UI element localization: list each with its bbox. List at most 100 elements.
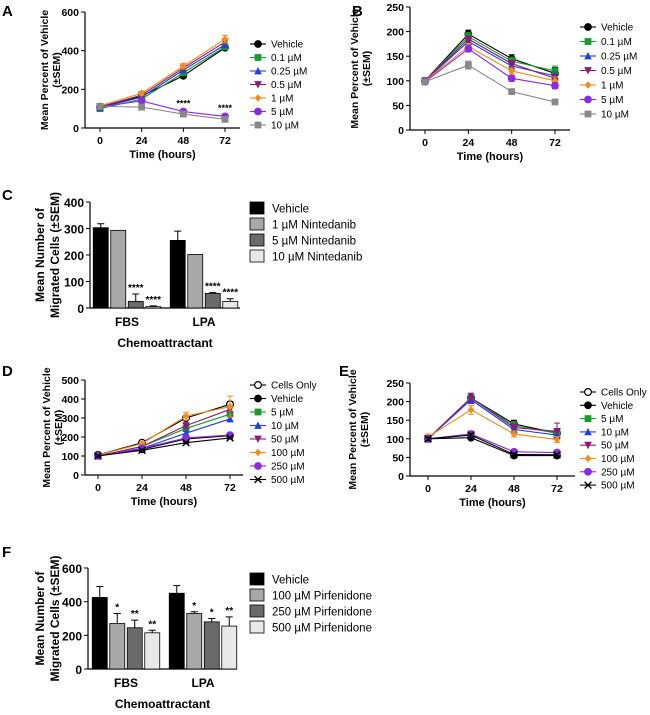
legend-swatch (249, 249, 265, 263)
data-point (551, 81, 559, 90)
legend-marker (254, 394, 262, 403)
legend-marker (584, 467, 592, 476)
data-point (179, 110, 187, 118)
error-bar (173, 585, 181, 594)
legend-label: Vehicle (272, 575, 309, 587)
legend-label: 250 µM (601, 467, 635, 478)
data-point (96, 102, 104, 110)
y-tick-label: 200 (62, 629, 82, 643)
x-axis-title: Time (hours) (129, 149, 196, 161)
y-tick-label: 300 (64, 223, 84, 237)
x-tick-label: FBS (114, 676, 138, 690)
legend-label: 0.5 µM (271, 80, 302, 91)
data-point (508, 88, 516, 96)
data-point (182, 438, 190, 447)
y-tick-label: 100 (61, 451, 79, 463)
legend-label: 0.1 µM (271, 53, 302, 64)
data-point (138, 446, 146, 455)
significance-label: * (115, 602, 119, 613)
y-tick-label: 50 (392, 452, 404, 464)
error-bar (208, 618, 216, 622)
legend-marker (584, 401, 592, 410)
bar (169, 240, 186, 309)
legend-label: 100 µM (601, 454, 635, 465)
legend-label: 0.25 µM (271, 67, 307, 78)
legend-label: 250 µM (271, 462, 305, 473)
legend-marker (254, 94, 262, 102)
legend-marker (584, 481, 592, 489)
data-point (553, 435, 561, 444)
legend-marker (584, 427, 592, 436)
legend-label: Cells Only (601, 388, 647, 399)
y-axis-title: Mean Number of (33, 207, 47, 302)
y-tick-label: 400 (62, 596, 82, 610)
panel-label: A (2, 3, 13, 20)
bar (186, 613, 203, 670)
legend-label: 5 µM (271, 107, 293, 118)
x-tick-label: 24 (462, 137, 474, 149)
legend-marker (254, 121, 262, 129)
x-axis-title: Time (hours) (459, 497, 526, 509)
series-line (424, 38, 556, 82)
error-bar (148, 629, 156, 633)
series-line (427, 397, 558, 440)
series-line (97, 437, 231, 457)
error-bar (131, 619, 139, 628)
bar (204, 293, 221, 309)
y-tick-label: 250 (386, 2, 404, 14)
y-tick-label: 600 (62, 562, 82, 576)
y-tick-label: 200 (386, 27, 404, 39)
significance-label: **** (222, 288, 238, 299)
panel-a-line-chart: A 0 200 400 600 0 24 48 72 Time (hours) Mean Perce… (2, 3, 307, 161)
legend-marker (584, 38, 592, 45)
series-line (427, 437, 557, 457)
series-line (427, 433, 558, 454)
legend-marker (254, 448, 262, 457)
data-point (424, 434, 432, 443)
legend-label: Vehicle (271, 40, 304, 51)
legend-label: 100 µM Pirfenidone (272, 591, 372, 603)
legend-marker (584, 415, 592, 422)
series-line (97, 434, 231, 457)
legend-marker (254, 421, 262, 429)
x-tick-label: 72 (219, 135, 231, 147)
panel-label: F (2, 544, 11, 561)
data-point (226, 414, 234, 423)
significance-label: ** (131, 609, 139, 620)
series-line (99, 100, 226, 117)
error-bar (225, 616, 233, 627)
bar (221, 625, 238, 670)
series-line (424, 64, 556, 103)
data-point (551, 98, 559, 106)
y-tick-label: 200 (61, 432, 79, 444)
data-point (226, 402, 234, 411)
y-tick-label: 200 (61, 84, 79, 96)
legend-marker (254, 107, 262, 116)
legend-marker (254, 408, 262, 416)
series-line (99, 105, 226, 120)
y-tick-label: 250 (386, 378, 404, 390)
data-point (551, 67, 559, 75)
data-point (182, 412, 190, 420)
x-tick-label: 72 (551, 483, 563, 495)
significance-label: **** (128, 283, 144, 294)
y-axis-title: (±SEM) (361, 51, 373, 87)
bar (187, 254, 204, 309)
y-tick-label: 150 (386, 415, 404, 427)
y-tick-label: 400 (64, 196, 84, 210)
legend-label: 5 µM (601, 95, 623, 106)
series-line (424, 48, 556, 87)
legend-marker (254, 462, 262, 470)
legend-label: Vehicle (601, 401, 634, 412)
significance-label: **** (205, 282, 221, 293)
data-point (138, 439, 146, 448)
data-point (221, 115, 229, 123)
data-point (137, 97, 146, 105)
series-line (99, 41, 226, 108)
bar (110, 229, 127, 309)
bar (92, 227, 109, 309)
error-bar (190, 611, 198, 614)
y-tick-label: 100 (64, 276, 84, 290)
data-point (94, 452, 102, 460)
y-tick-label: 500 (61, 375, 79, 387)
